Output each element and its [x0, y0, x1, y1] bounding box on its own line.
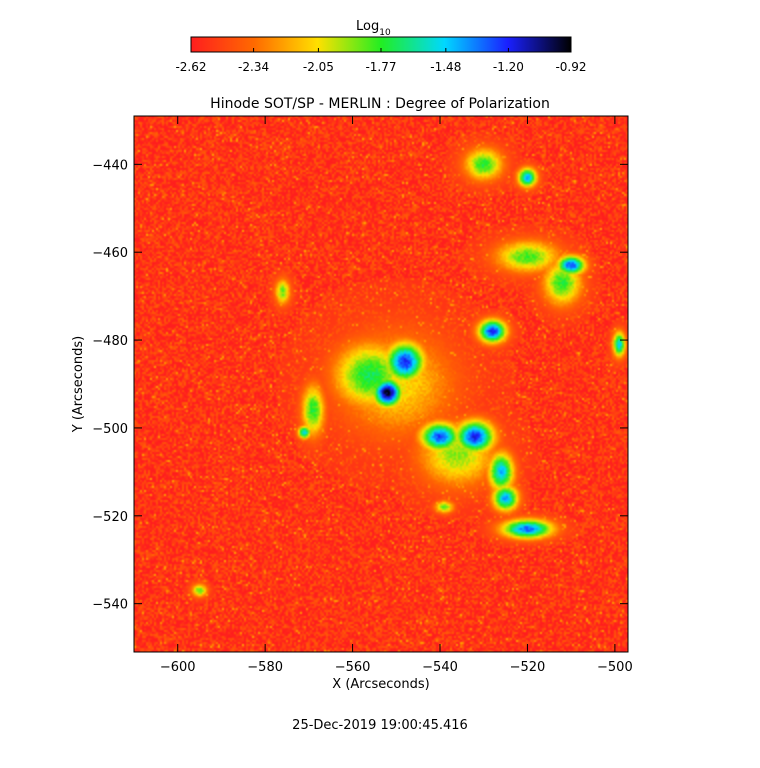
x-tick-label: −600 — [160, 660, 196, 675]
colorbar-tick-label: -2.34 — [238, 60, 269, 74]
x-axis-label: X (Arcseconds) — [332, 677, 429, 692]
chart-title: Hinode SOT/SP - MERLIN : Degree of Polar… — [210, 96, 550, 112]
heatmap-image — [134, 116, 628, 652]
y-axis: −440 −460 −480 −500 −520 −540 — [92, 158, 628, 613]
x-tick-label: −500 — [597, 660, 633, 675]
colorbar-tick-label: -1.77 — [365, 60, 396, 74]
colorbar-tick-label: -0.92 — [555, 60, 586, 74]
y-tick-label: −460 — [92, 246, 128, 261]
y-tick-label: −500 — [92, 422, 128, 437]
y-tick-label: −440 — [92, 158, 128, 173]
plot-frame — [133, 115, 629, 653]
colorbar-tick-label: -2.05 — [303, 60, 334, 74]
x-tick-label: −560 — [335, 660, 371, 675]
polarization-heatmap — [134, 116, 628, 652]
y-axis-label: Y (Arcseconds) — [71, 336, 86, 433]
x-tick-label: −540 — [422, 660, 458, 675]
x-tick-label: −520 — [510, 660, 546, 675]
colorbar-tick-label: -1.20 — [493, 60, 524, 74]
colorbar-label: Log10 — [356, 19, 391, 38]
y-tick-label: −520 — [92, 510, 128, 525]
colorbar-tick-label: -2.62 — [175, 60, 206, 74]
colorbar-ticks: -2.62 -2.34 -2.05 -1.77 -1.48 -1.20 -0.92 — [175, 48, 587, 74]
y-tick-label: −540 — [92, 598, 128, 613]
timestamp: 25-Dec-2019 19:00:45.416 — [292, 718, 468, 733]
colorbar-tick-label: -1.48 — [430, 60, 461, 74]
y-tick-label: −480 — [92, 334, 128, 349]
x-axis: −600 −580 −560 −540 −520 −500 — [160, 116, 633, 675]
x-tick-label: −580 — [247, 660, 283, 675]
